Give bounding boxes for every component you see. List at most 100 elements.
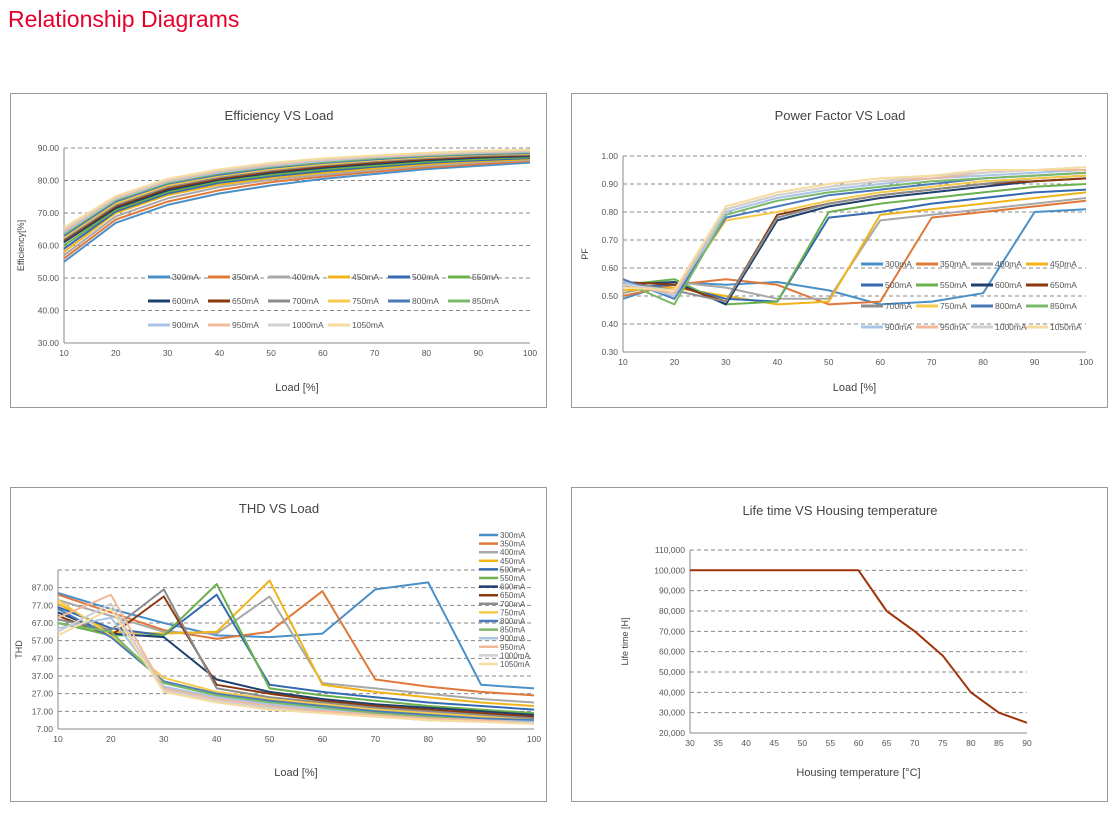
legend-label: 850mA <box>472 296 499 306</box>
x-tick-label: 80 <box>422 348 432 358</box>
legend-label: 350mA <box>500 540 526 549</box>
y-tick-label: 57.00 <box>32 636 54 646</box>
y-tick-label: 37.00 <box>32 671 54 681</box>
x-tick-label: 100 <box>527 734 541 744</box>
legend-label: 500mA <box>500 565 526 574</box>
y-tick-label: 60.00 <box>38 241 60 251</box>
y-tick-label: 0.50 <box>601 291 618 301</box>
power-factor-chart: Power Factor VS Load 0.30 0.40 0.50 0.60 0.70… <box>580 108 1093 394</box>
x-tick-label: 70 <box>927 357 937 367</box>
legend-label: 750mA <box>500 608 526 617</box>
thd-chart: THD VS Load 7.00 17.00 27.00 37.00 47.00 57.00… <box>14 501 541 779</box>
legend-label: 300mA <box>172 272 199 282</box>
y-tick-label: 60,000 <box>659 647 685 657</box>
series-line <box>690 569 1028 724</box>
y-tick-label: 100,000 <box>654 565 685 575</box>
series-line <box>57 590 535 697</box>
x-tick-label: 70 <box>371 734 381 744</box>
x-tick-label: 30 <box>163 348 173 358</box>
y-tick-label: 77.00 <box>32 600 54 610</box>
legend-label: 450mA <box>500 557 526 566</box>
x-tick-label: 90 <box>1022 738 1032 748</box>
x-tick-label: 30 <box>159 734 169 744</box>
x-tick-label: 40 <box>741 738 751 748</box>
y-tick-label: 17.00 <box>32 706 54 716</box>
x-tick-label: 20 <box>106 734 116 744</box>
x-tick-label: 40 <box>215 348 225 358</box>
legend-label: 450mA <box>352 272 379 282</box>
y-tick-label: 110,000 <box>655 545 685 555</box>
legend-label: 700mA <box>500 600 526 609</box>
legend-label: 650mA <box>1050 280 1077 290</box>
legend-label: 300mA <box>885 259 912 269</box>
legend-label: 750mA <box>940 301 967 311</box>
x-tick-label: 20 <box>111 348 121 358</box>
series-line <box>63 160 531 260</box>
x-tick-label: 20 <box>670 357 680 367</box>
series-line <box>57 595 535 704</box>
legend-label: 650mA <box>232 296 259 306</box>
y-tick-label: 90.00 <box>38 143 60 153</box>
legend-label: 600mA <box>500 583 526 592</box>
y-axis-label: THD <box>14 640 24 659</box>
legend-label: 550mA <box>940 280 967 290</box>
series-line <box>622 169 1087 297</box>
chart-title: Power Factor VS Load <box>775 108 906 123</box>
legend-label: 800mA <box>500 617 526 626</box>
x-tick-label: 40 <box>773 357 783 367</box>
legend-label: 650mA <box>500 591 526 600</box>
legend-label: 900mA <box>885 322 912 332</box>
legend-label: 550mA <box>500 574 526 583</box>
x-tick-label: 100 <box>1079 357 1093 367</box>
lifetime-chart-panel: Life time VS Housing temperature 20,000 30… <box>571 487 1108 802</box>
y-tick-label: 0.60 <box>601 263 618 273</box>
lifetime-chart: Life time VS Housing temperature20,00030… <box>620 503 1032 779</box>
x-tick-label: 85 <box>994 738 1004 748</box>
legend-label: 900mA <box>172 320 199 330</box>
legend-label: 900mA <box>500 634 526 643</box>
x-axis-label: Load [%] <box>833 382 876 394</box>
series-line <box>63 148 531 229</box>
series-line <box>57 593 535 711</box>
y-tick-label: 40.00 <box>38 306 60 316</box>
thd-chart-panel: THD VS Load 7.00 17.00 27.00 37.00 47.00 57.00… <box>10 487 547 802</box>
y-tick-label: 50,000 <box>659 667 685 677</box>
y-tick-label: 0.80 <box>601 207 618 217</box>
x-tick-label: 60 <box>854 738 864 748</box>
x-tick-label: 90 <box>1030 357 1040 367</box>
y-tick-label: 70,000 <box>659 626 685 636</box>
x-tick-label: 40 <box>212 734 222 744</box>
y-tick-label: 40,000 <box>659 687 685 697</box>
y-tick-label: 0.90 <box>601 179 618 189</box>
legend-label: 600mA <box>995 280 1022 290</box>
legend-label: 1000mA <box>292 320 324 330</box>
power-factor-chart-panel: Power Factor VS Load 0.30 0.40 0.50 0.60 0.70… <box>571 93 1108 408</box>
series-line <box>622 183 1087 306</box>
y-tick-label: 7.00 <box>36 724 53 734</box>
x-axis-label: Load [%] <box>274 767 317 779</box>
x-tick-label: 70 <box>910 738 920 748</box>
y-tick-label: 80.00 <box>38 176 60 186</box>
y-tick-label: 0.30 <box>601 347 618 357</box>
legend-label: 400mA <box>995 259 1022 269</box>
x-tick-label: 45 <box>770 738 780 748</box>
chart-title: Life time VS Housing temperature <box>742 503 937 518</box>
x-tick-label: 50 <box>798 738 808 748</box>
series-line <box>63 161 531 263</box>
x-tick-label: 35 <box>713 738 723 748</box>
x-tick-label: 80 <box>423 734 433 744</box>
series-line <box>63 156 531 247</box>
y-tick-label: 67.00 <box>32 618 54 628</box>
legend-label: 750mA <box>352 296 379 306</box>
series-line <box>622 171 1087 306</box>
legend-label: 950mA <box>500 643 526 652</box>
x-tick-label: 10 <box>53 734 63 744</box>
y-tick-label: 90,000 <box>659 586 685 596</box>
y-tick-label: 20,000 <box>659 728 685 738</box>
series-line <box>57 593 535 725</box>
x-tick-label: 80 <box>978 357 988 367</box>
y-axis-label: PF <box>580 248 590 260</box>
legend-label: 700mA <box>885 301 912 311</box>
series-line <box>57 595 535 718</box>
series-line <box>57 607 535 725</box>
